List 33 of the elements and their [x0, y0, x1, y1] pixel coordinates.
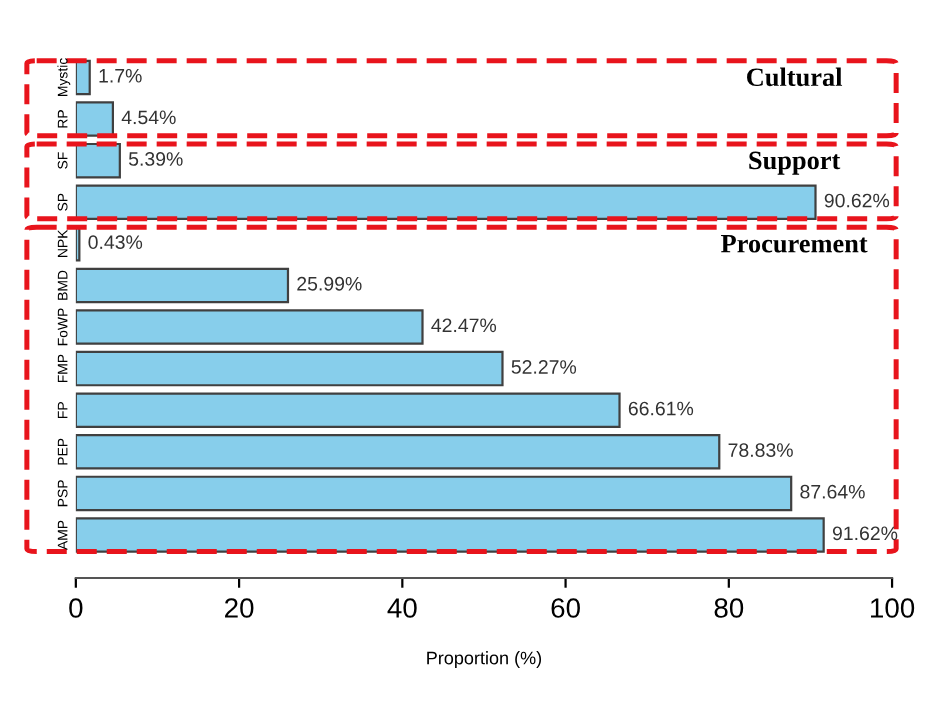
data-label: 91.62%	[832, 526, 898, 541]
data-label: 90.62%	[824, 193, 890, 208]
x-axis-title: Proportion (%)	[427, 651, 542, 668]
annotation: Cultural	[747, 67, 843, 87]
data-label: 66.61%	[628, 401, 694, 416]
bar	[75, 142, 121, 179]
x-tick-label: 40	[387, 598, 417, 618]
data-label: 5.39%	[128, 152, 183, 166]
x-tick-label: 0	[69, 598, 83, 618]
data-label: 87.64%	[800, 484, 865, 499]
bar	[75, 392, 621, 428]
data-label: 25.99%	[297, 276, 362, 291]
data-label: 0.43%	[88, 235, 143, 250]
bar	[75, 101, 115, 137]
bar	[75, 434, 721, 470]
bar	[75, 350, 504, 387]
x-tick-label: 100	[871, 598, 915, 618]
data-label: 52.27%	[511, 360, 577, 374]
bar	[75, 517, 825, 553]
data-label: 1.7%	[99, 68, 142, 83]
x-tick-label: 80	[714, 598, 744, 618]
x-tick-label: 60	[551, 598, 580, 618]
bar	[75, 309, 424, 345]
bar	[75, 184, 817, 220]
bar	[75, 267, 290, 304]
data-label: 78.83%	[728, 443, 793, 458]
data-label: 4.54%	[121, 110, 176, 125]
x-tick-label: 20	[225, 598, 254, 618]
bar	[75, 475, 793, 512]
data-label: 42.47%	[431, 318, 497, 333]
bar	[75, 59, 91, 96]
annotation: Procurement	[721, 234, 868, 253]
annotation: Support	[749, 151, 841, 175]
